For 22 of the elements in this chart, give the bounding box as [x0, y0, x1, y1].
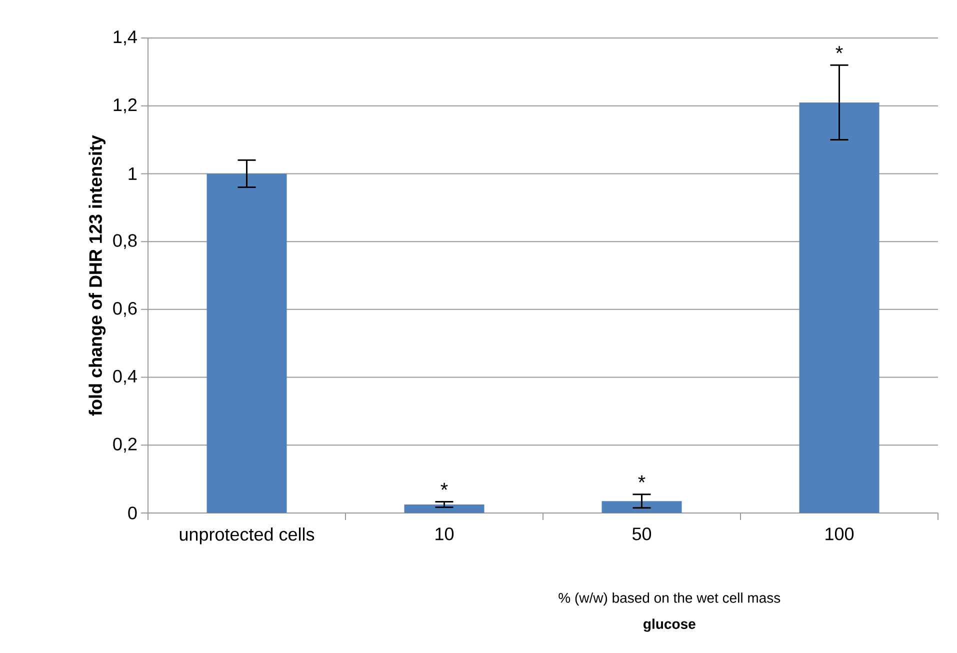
y-tick-label: 1,2 [114, 98, 137, 114]
y-tick-label: 0,8 [113, 234, 137, 250]
x-axis-title: % (w/w) based on the wet cell mass [558, 592, 780, 606]
bar [602, 501, 682, 513]
bar [404, 504, 484, 513]
y-tick-label: 1,4 [114, 30, 137, 46]
annotation: * [638, 475, 646, 482]
y-tick-label: 0,2 [113, 438, 137, 453]
x-tick-label: unprotected cells [180, 528, 314, 544]
y-tick-label: 0 [128, 506, 137, 520]
x-tick-label: 50 [632, 528, 652, 540]
text: glucose [644, 618, 696, 632]
y-tick-label: 1 [128, 168, 137, 180]
x-tick-label: 100 [826, 528, 854, 540]
x-tick-label: 10 [436, 528, 454, 540]
bar [206, 174, 287, 513]
y-tick-label: 0,6 [113, 302, 137, 317]
y-tick-label: 0,4 [113, 370, 137, 385]
y-axis-title: fold change of DHR 123 intensity [88, 135, 106, 416]
annotation: * [440, 482, 448, 490]
bar [799, 102, 880, 513]
annotation: * [836, 46, 843, 54]
